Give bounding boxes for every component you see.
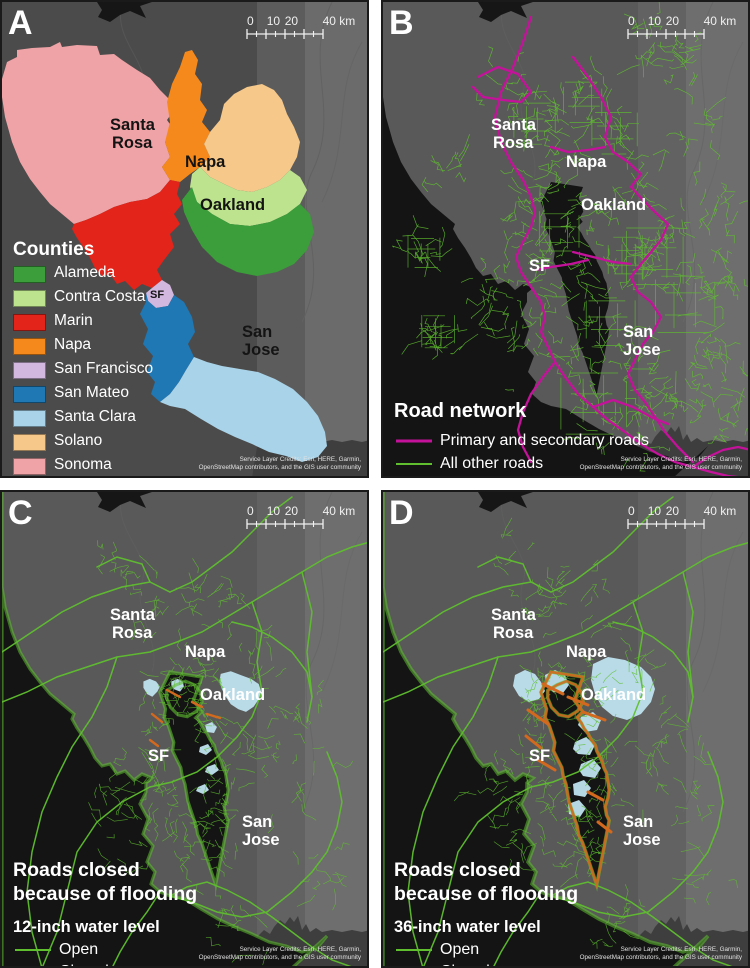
svg-text:Rosa: Rosa <box>493 624 534 642</box>
svg-text:Jose: Jose <box>242 341 280 359</box>
svg-text:Oakland: Oakland <box>200 196 265 214</box>
svg-text:Napa: Napa <box>185 153 226 171</box>
svg-text:Rosa: Rosa <box>112 134 153 152</box>
svg-text:Santa: Santa <box>491 116 537 134</box>
svg-text:SF: SF <box>148 747 169 765</box>
svg-text:SF: SF <box>529 747 550 765</box>
svg-text:Jose: Jose <box>623 831 661 849</box>
svg-text:Santa: Santa <box>110 116 156 134</box>
svg-text:San: San <box>242 813 272 831</box>
svg-text:Napa: Napa <box>185 643 226 661</box>
svg-text:San: San <box>242 323 272 341</box>
svg-text:SF: SF <box>529 257 550 275</box>
svg-text:Jose: Jose <box>242 831 280 849</box>
svg-text:Santa: Santa <box>110 606 156 624</box>
svg-text:Napa: Napa <box>566 643 607 661</box>
svg-text:Jose: Jose <box>623 341 661 359</box>
svg-text:San: San <box>623 323 653 341</box>
svg-text:San: San <box>623 813 653 831</box>
svg-text:Oakland: Oakland <box>581 196 646 214</box>
svg-text:Oakland: Oakland <box>200 686 265 704</box>
svg-text:Rosa: Rosa <box>493 134 534 152</box>
svg-text:Rosa: Rosa <box>112 624 153 642</box>
svg-text:Santa: Santa <box>491 606 537 624</box>
svg-text:Oakland: Oakland <box>581 686 646 704</box>
svg-text:Napa: Napa <box>566 153 607 171</box>
